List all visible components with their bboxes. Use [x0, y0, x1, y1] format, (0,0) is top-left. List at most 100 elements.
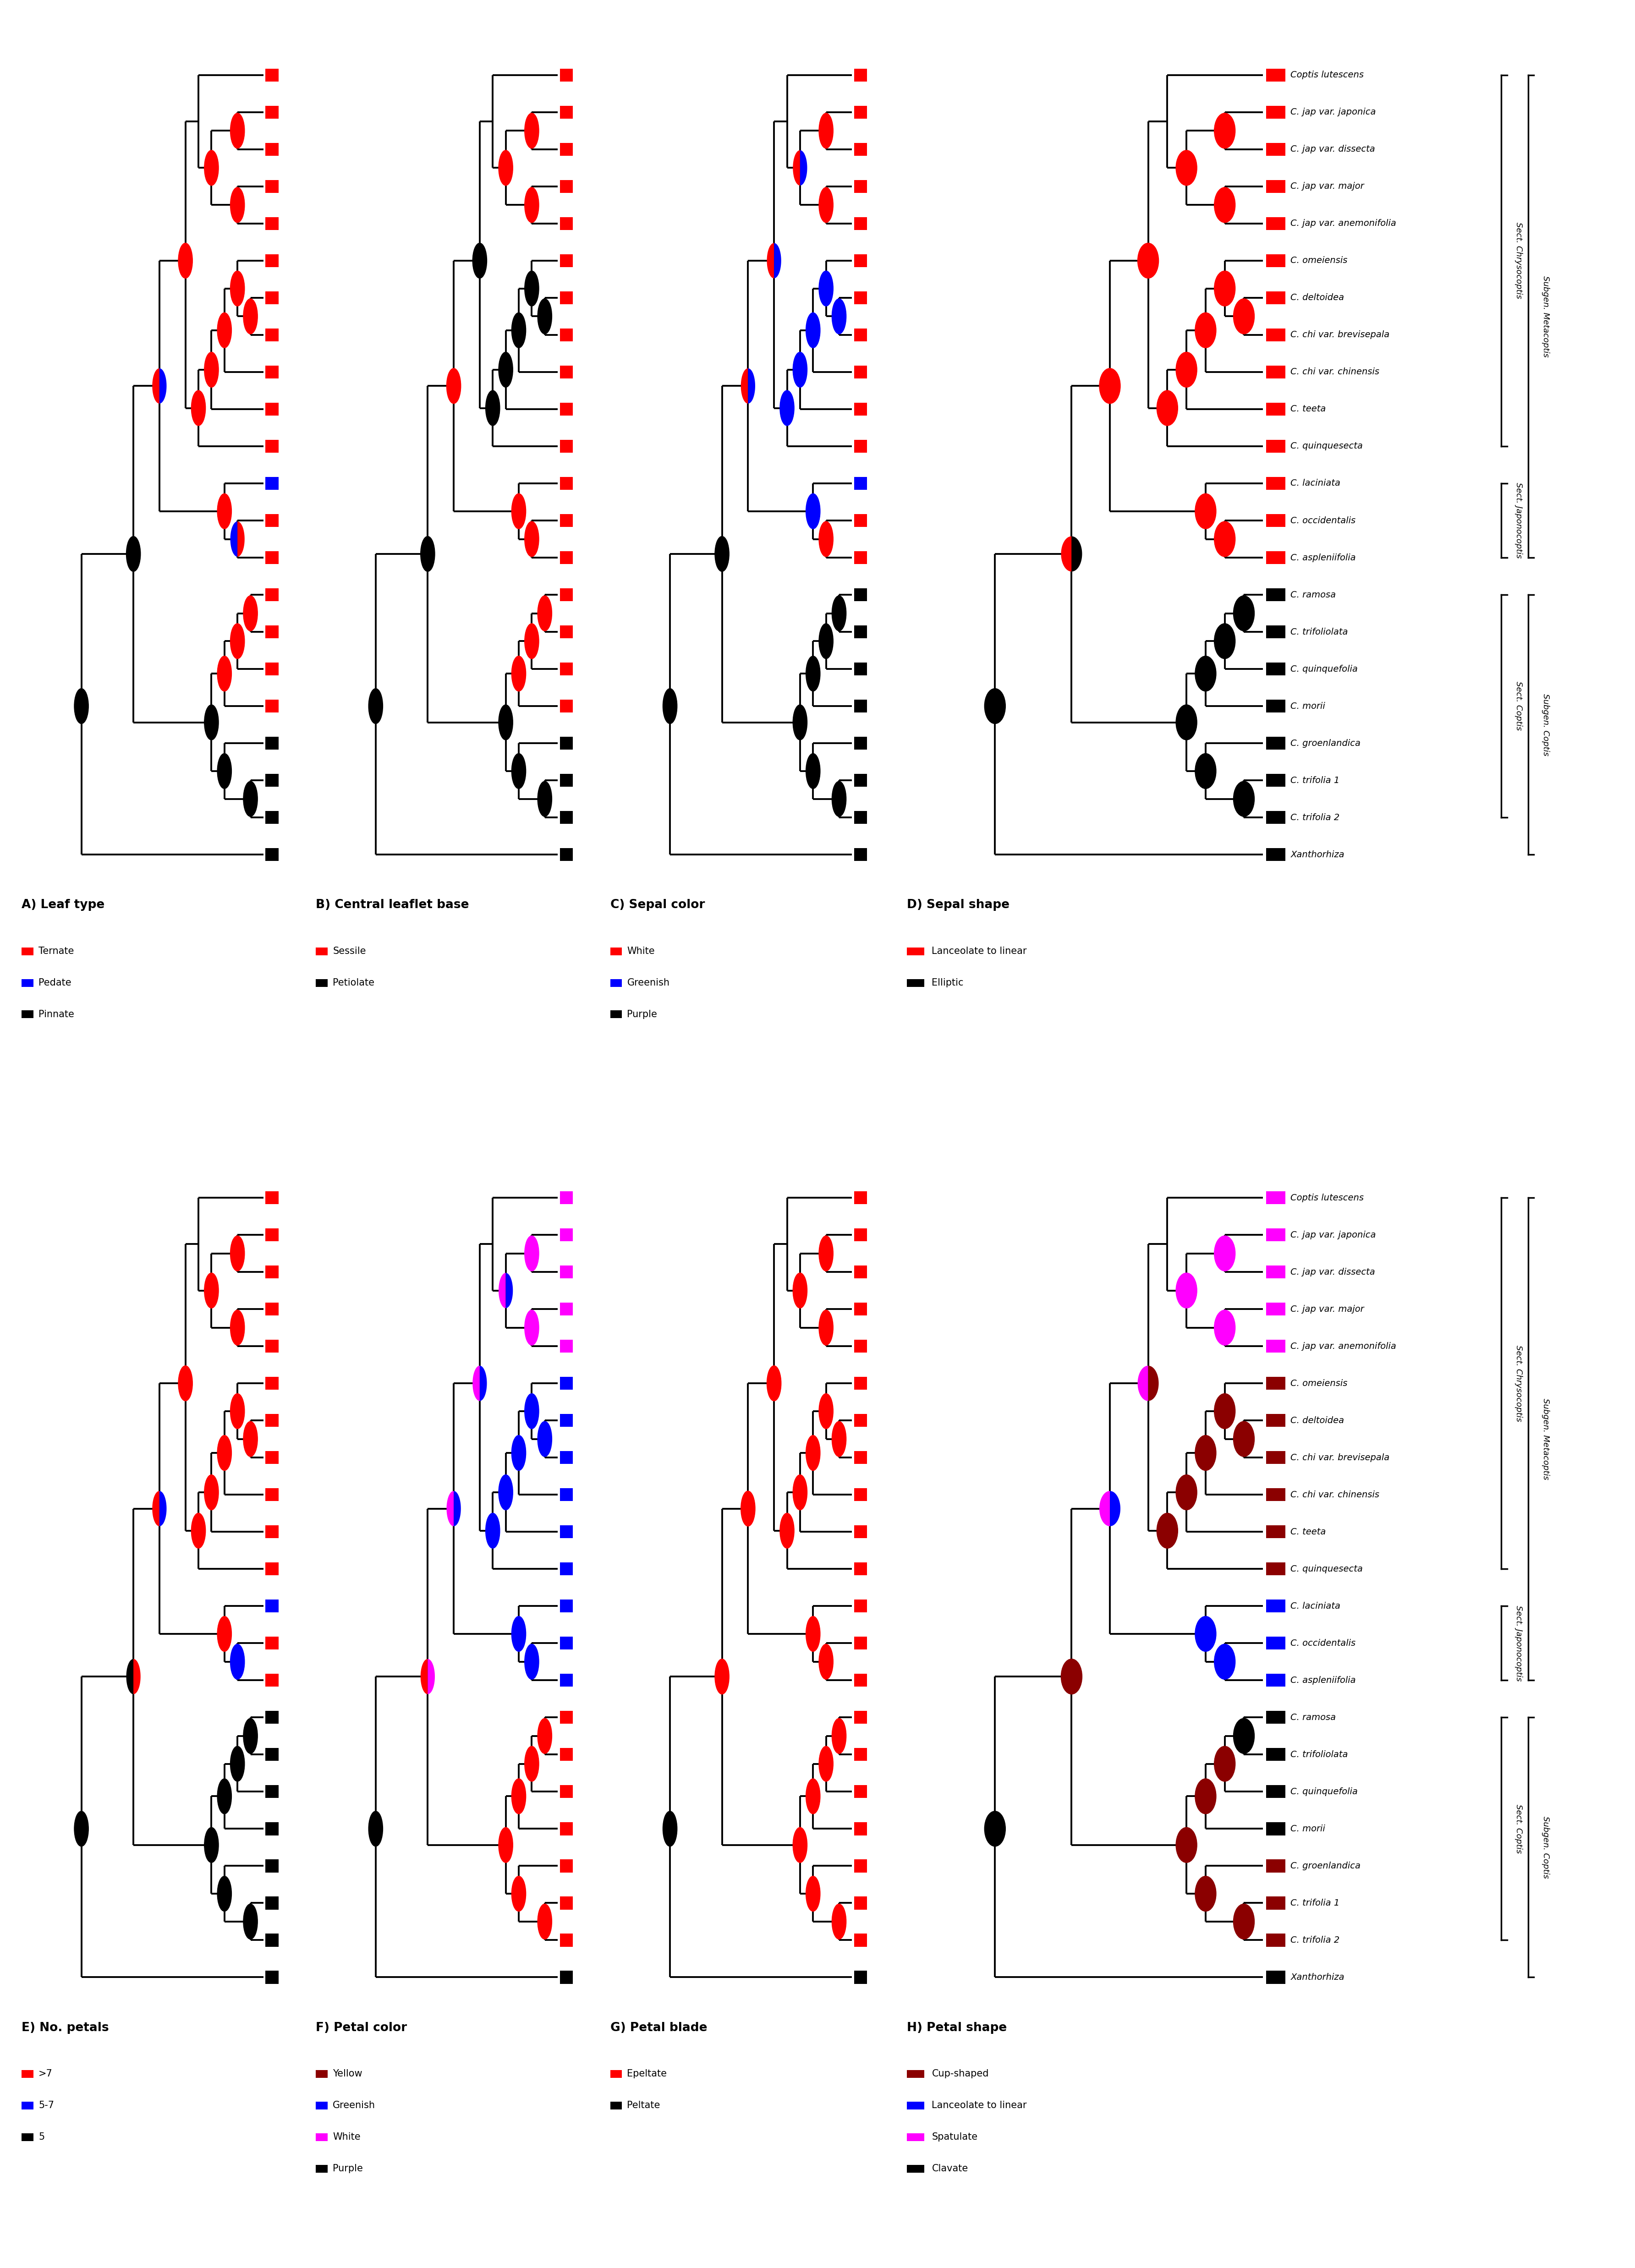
Ellipse shape	[1233, 299, 1254, 333]
Text: C. chi var. brevisepala: C. chi var. brevisepala	[1290, 331, 1390, 340]
Bar	[610, 2071, 621, 2077]
Text: C. ramosa: C. ramosa	[1290, 590, 1336, 599]
Bar	[265, 179, 278, 193]
Bar	[1265, 290, 1285, 304]
PathPatch shape	[800, 150, 808, 186]
Text: Pinnate: Pinnate	[39, 1009, 74, 1018]
Ellipse shape	[512, 753, 526, 789]
Text: Pedate: Pedate	[39, 978, 72, 987]
Bar	[1265, 1452, 1285, 1465]
PathPatch shape	[1148, 1365, 1159, 1402]
Bar	[853, 737, 867, 751]
Text: Cup-shaped: Cup-shaped	[932, 2068, 989, 2077]
Bar	[265, 1785, 278, 1799]
Ellipse shape	[806, 1436, 821, 1470]
PathPatch shape	[231, 522, 237, 556]
Ellipse shape	[486, 1513, 500, 1549]
Text: C. aspleniifolia: C. aspleniifolia	[1290, 553, 1355, 562]
Text: 5: 5	[39, 2132, 44, 2141]
PathPatch shape	[152, 1490, 160, 1526]
Ellipse shape	[217, 313, 232, 347]
PathPatch shape	[237, 522, 245, 556]
PathPatch shape	[1099, 1490, 1110, 1526]
Bar	[265, 290, 278, 304]
Bar	[559, 626, 572, 637]
Bar	[21, 2102, 33, 2109]
Ellipse shape	[217, 655, 232, 692]
Bar	[265, 1488, 278, 1501]
Ellipse shape	[1215, 1746, 1236, 1780]
Bar	[853, 662, 867, 676]
Bar	[907, 2102, 924, 2109]
Bar	[559, 1785, 572, 1799]
PathPatch shape	[1061, 535, 1071, 572]
Text: Lanceolate to linear: Lanceolate to linear	[932, 946, 1027, 955]
Ellipse shape	[1233, 596, 1254, 631]
Bar	[610, 2102, 621, 2109]
Bar	[1265, 1599, 1285, 1613]
Ellipse shape	[499, 1474, 513, 1510]
Bar	[1265, 699, 1285, 712]
Bar	[853, 1896, 867, 1910]
Bar	[1265, 107, 1285, 118]
Text: G) Petal blade: G) Petal blade	[610, 2021, 706, 2034]
Ellipse shape	[806, 494, 821, 528]
Bar	[265, 1340, 278, 1352]
Bar	[853, 848, 867, 862]
Text: C. quinquesecta: C. quinquesecta	[1290, 442, 1364, 451]
Bar	[853, 179, 867, 193]
Text: Lanceolate to linear: Lanceolate to linear	[932, 2100, 1027, 2109]
Ellipse shape	[538, 596, 553, 631]
PathPatch shape	[446, 1490, 453, 1526]
Bar	[610, 1012, 621, 1018]
Bar	[559, 515, 572, 526]
Bar	[1265, 662, 1285, 676]
Ellipse shape	[244, 1422, 258, 1456]
Text: C. jap var. japonica: C. jap var. japonica	[1290, 1232, 1377, 1238]
Bar	[265, 329, 278, 342]
Text: C. omeiensis: C. omeiensis	[1290, 1379, 1347, 1388]
Bar	[21, 2134, 33, 2141]
Text: C. morii: C. morii	[1290, 701, 1326, 710]
Ellipse shape	[793, 352, 808, 388]
Bar	[1265, 1191, 1285, 1204]
Text: C. trifolia 2: C. trifolia 2	[1290, 814, 1339, 821]
Ellipse shape	[832, 1903, 847, 1939]
Bar	[265, 1229, 278, 1241]
Ellipse shape	[512, 313, 526, 347]
Ellipse shape	[538, 1422, 553, 1456]
Bar	[559, 1229, 572, 1241]
Bar	[559, 404, 572, 415]
Text: Purple: Purple	[628, 1009, 657, 1018]
Bar	[853, 1377, 867, 1390]
Bar	[1265, 1526, 1285, 1538]
Ellipse shape	[984, 689, 1006, 723]
Bar	[21, 2071, 33, 2077]
Ellipse shape	[512, 494, 526, 528]
PathPatch shape	[505, 1272, 513, 1309]
Text: C. laciniata: C. laciniata	[1290, 1601, 1341, 1610]
Ellipse shape	[368, 689, 383, 723]
Bar	[265, 626, 278, 637]
Bar	[21, 948, 33, 955]
Ellipse shape	[819, 1311, 834, 1345]
Bar	[559, 329, 572, 342]
PathPatch shape	[126, 1658, 134, 1694]
Bar	[853, 1413, 867, 1427]
Text: Subgen. Metacoptis: Subgen. Metacoptis	[1542, 1399, 1550, 1479]
Bar	[559, 1971, 572, 1984]
Text: C. jap var. dissecta: C. jap var. dissecta	[1290, 145, 1375, 154]
Bar	[265, 218, 278, 229]
Text: C. aspleniifolia: C. aspleniifolia	[1290, 1676, 1355, 1685]
Ellipse shape	[793, 1828, 808, 1862]
Ellipse shape	[1195, 1436, 1216, 1470]
Bar	[1265, 1821, 1285, 1835]
Ellipse shape	[525, 1644, 540, 1678]
Text: Sect. Chrysocoptis: Sect. Chrysocoptis	[1514, 222, 1522, 299]
Bar	[853, 773, 867, 787]
Ellipse shape	[1158, 390, 1177, 426]
Ellipse shape	[538, 299, 553, 333]
Text: H) Petal shape: H) Petal shape	[907, 2021, 1007, 2034]
Bar	[559, 587, 572, 601]
Ellipse shape	[486, 390, 500, 426]
